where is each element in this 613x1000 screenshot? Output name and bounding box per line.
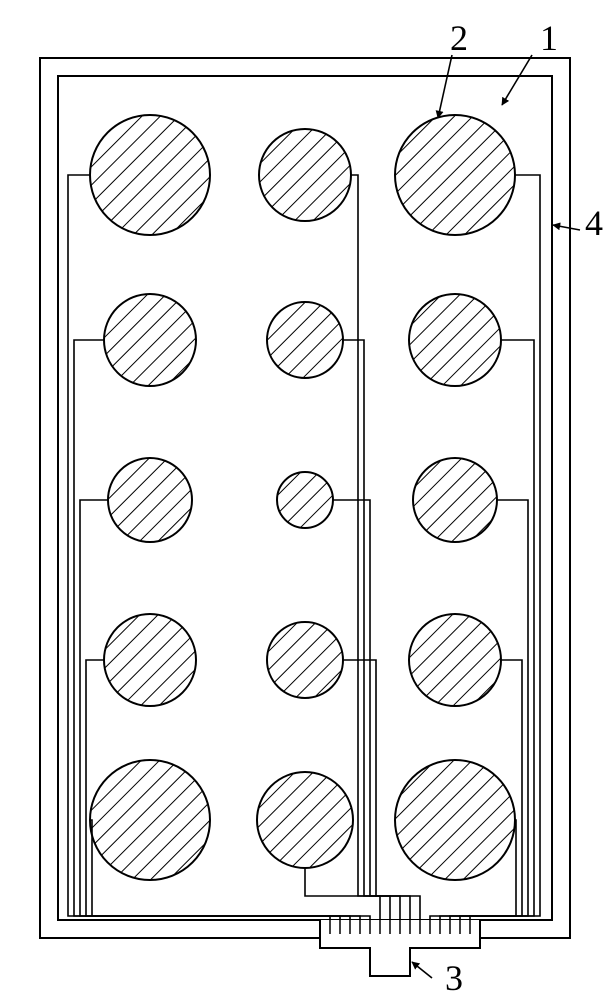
label-1-text: 1 [540, 18, 558, 58]
pad-r5-c1 [90, 760, 210, 880]
pad-r5-c2 [257, 772, 353, 868]
label-3-leader [412, 962, 432, 978]
pad-r3-c3 [413, 458, 497, 542]
pad-r4-c3 [409, 614, 501, 706]
trace-mid-r3 [333, 500, 400, 920]
trace-mid-r5 [305, 868, 420, 920]
pad-r4-c1 [104, 614, 196, 706]
label-3-text: 3 [445, 958, 463, 998]
label-2-text: 2 [450, 18, 468, 58]
pad-r2-c3 [409, 294, 501, 386]
pad-r5-c3 [395, 760, 515, 880]
pad-r1-c1 [90, 115, 210, 235]
trace-mid-r4 [343, 660, 410, 920]
label-2-leader [438, 55, 452, 118]
pad-r1-c2 [259, 129, 351, 221]
pad-r1-c3 [395, 115, 515, 235]
label-4-leader [553, 225, 580, 230]
pad-r4-c2 [267, 622, 343, 698]
pad-r3-c1 [108, 458, 192, 542]
label-1-leader [502, 55, 532, 105]
pad-r2-c2 [267, 302, 343, 378]
pad-r2-c1 [104, 294, 196, 386]
pad-r3-c2 [277, 472, 333, 528]
label-4-text: 4 [585, 203, 603, 243]
